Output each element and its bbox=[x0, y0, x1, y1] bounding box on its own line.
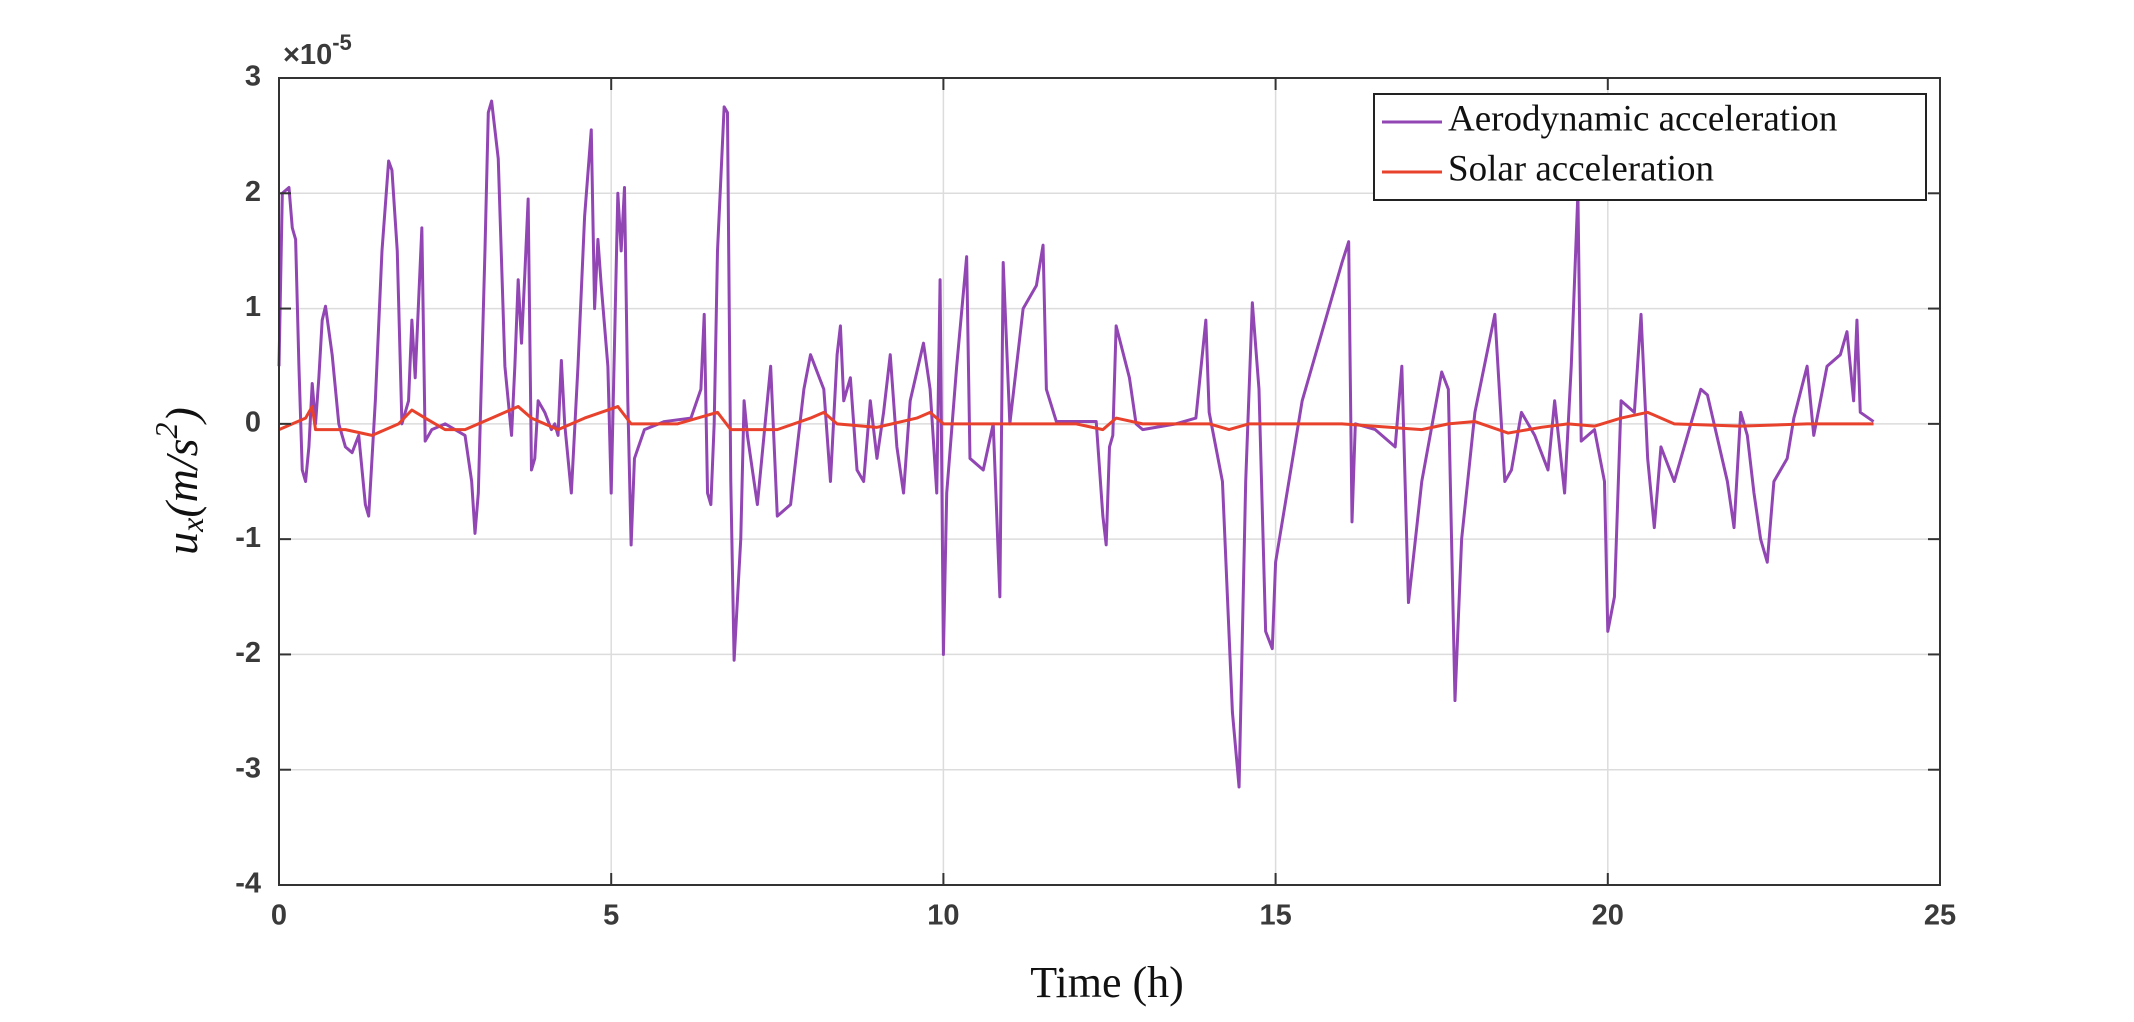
ticks: 0 5 10 15 20 25 -4 -3 -2 -1 0 1 2 3 bbox=[235, 61, 1956, 932]
y-tick-label: 1 bbox=[245, 291, 261, 323]
series-line bbox=[278, 405, 1874, 437]
legend-label: Aerodynamic acceleration bbox=[1448, 98, 1837, 139]
x-tick-label: 15 bbox=[1259, 900, 1291, 932]
x-tick-label: 0 bbox=[271, 900, 287, 932]
y-label-unit: (m/s bbox=[156, 438, 207, 517]
y-multiplier-exponent: -5 bbox=[332, 30, 352, 55]
x-tick-label: 25 bbox=[1924, 900, 1956, 932]
y-tick-label: 0 bbox=[245, 407, 261, 439]
y-tick-label: -4 bbox=[235, 868, 261, 900]
y-label-base: u bbox=[156, 532, 207, 555]
x-tick-label: 20 bbox=[1592, 900, 1624, 932]
y-tick-label: 3 bbox=[245, 61, 261, 93]
y-axis-label: ux(m/s2) bbox=[148, 407, 210, 555]
axes-box bbox=[278, 77, 1941, 886]
legend: Aerodynamic acceleration Solar accelerati… bbox=[1373, 93, 1927, 201]
y-tick-label: -1 bbox=[235, 522, 261, 554]
x-tick-label: 10 bbox=[927, 900, 959, 932]
lines bbox=[277, 99, 1875, 789]
y-tick-label: -2 bbox=[235, 637, 261, 669]
series-line bbox=[277, 99, 1875, 789]
y-multiplier: ×10-5 bbox=[283, 30, 352, 71]
y-tick-label: 2 bbox=[245, 176, 261, 208]
y-tick-label: -3 bbox=[235, 752, 261, 784]
y-label-sup: 2 bbox=[148, 422, 184, 438]
y-multiplier-base: ×10 bbox=[283, 39, 332, 71]
y-label-close: ) bbox=[156, 407, 207, 425]
y-label-sub: x bbox=[174, 518, 210, 533]
x-axis-label: Time (h) bbox=[1030, 958, 1184, 1007]
legend-label: Solar acceleration bbox=[1448, 148, 1714, 189]
legend-box bbox=[1373, 93, 1927, 201]
x-tick-label: 5 bbox=[603, 900, 619, 932]
